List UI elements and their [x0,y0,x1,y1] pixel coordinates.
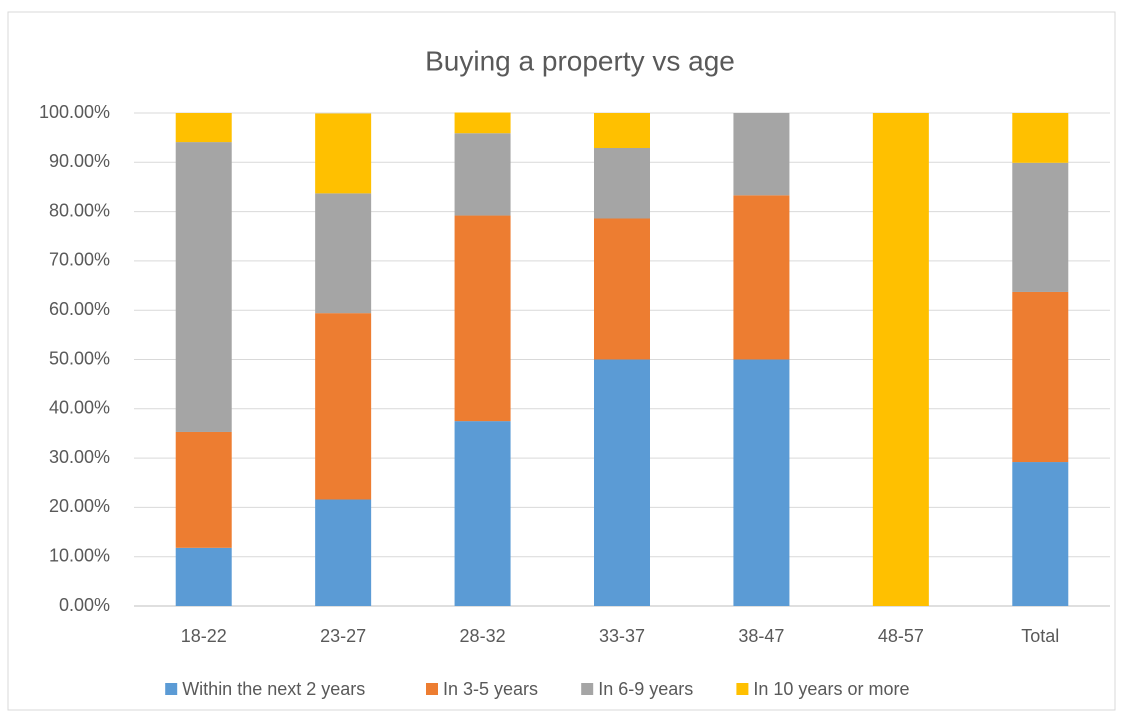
y-tick-label: 80.00% [49,200,110,220]
legend-label: In 10 years or more [753,679,909,699]
bar-segment [175,113,232,143]
bar-segment [175,431,232,548]
y-tick-label: 70.00% [49,250,110,270]
y-tick-label: 90.00% [49,151,110,171]
legend-swatch [736,683,749,695]
x-tick-label: 28-32 [460,626,506,646]
bar-segment [1012,462,1069,606]
legend-swatch [426,683,438,695]
bar-segment [315,193,372,314]
x-tick-label: 23-27 [320,626,366,646]
bar-segment [872,113,929,606]
bar-segment [454,133,511,216]
bar-segment [175,547,232,606]
legend-label: Within the next 2 years [182,679,365,699]
x-tick-label: 48-57 [878,626,924,646]
bar-segment [594,113,650,149]
legend-swatch [581,683,594,695]
y-tick-label: 100.00% [39,102,110,122]
chart-title: Buying a property vs age [425,45,735,76]
bar-segment [733,195,790,360]
bar-segment [454,215,511,422]
bar-segment [315,113,372,194]
bar-segment [315,313,372,500]
y-tick-label: 50.00% [49,348,110,368]
y-tick-label: 0.00% [59,595,110,615]
bar-segment [594,359,650,606]
bar-segment [733,359,790,606]
bar-segment [733,113,790,196]
x-tick-label: Total [1021,626,1059,646]
y-tick-label: 10.00% [49,545,110,565]
y-tick-label: 30.00% [49,447,110,467]
bar-segment [454,112,511,134]
y-tick-label: 40.00% [49,398,110,418]
y-tick-label: 20.00% [49,496,110,516]
bar-segment [1012,162,1069,292]
bar-segment [1012,113,1069,163]
bar-segment [594,218,650,360]
x-tick-label: 38-47 [738,626,784,646]
y-tick-label: 60.00% [49,299,110,319]
x-tick-label: 33-37 [599,626,645,646]
legend-label: In 3-5 years [443,679,538,699]
bar-segment [315,499,372,606]
legend-swatch [165,683,178,695]
x-tick-label: 18-22 [181,626,227,646]
legend-label: In 6-9 years [598,679,693,699]
chart-border [7,11,1116,711]
bar-segment [594,148,650,219]
bar-segment [454,421,511,606]
bar-segment [1012,291,1069,463]
bar-segment [175,142,232,432]
